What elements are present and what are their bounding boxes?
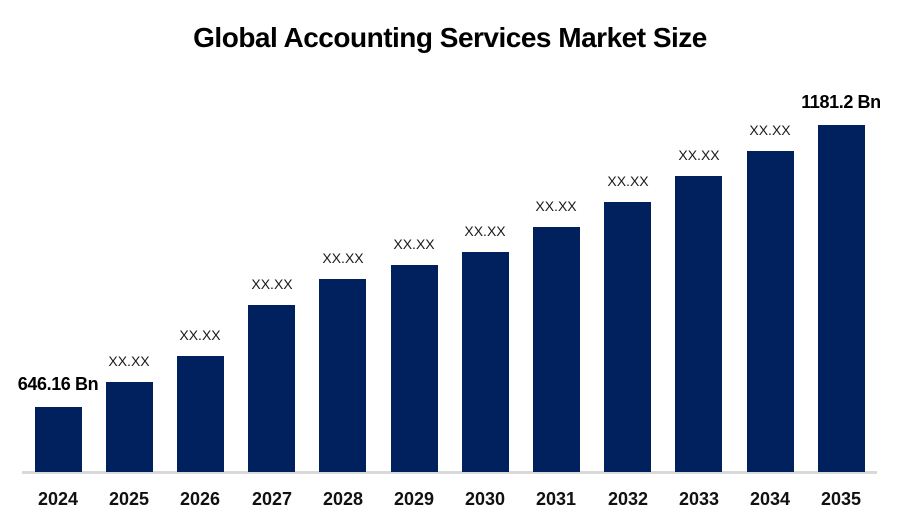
bar-2027 bbox=[248, 305, 295, 472]
bar-2024 bbox=[35, 407, 82, 472]
bar-value-label-2029: XX.XX bbox=[393, 236, 435, 252]
bar-2032 bbox=[604, 202, 651, 472]
x-tick-label-2031: 2031 bbox=[535, 489, 577, 509]
bar-2031 bbox=[533, 227, 580, 472]
x-axis-line bbox=[22, 471, 877, 474]
x-tick-label-2035: 2035 bbox=[820, 489, 862, 509]
bar-value-label-2024: 646.16 Bn bbox=[17, 374, 99, 394]
bar-value-label-2031: XX.XX bbox=[535, 198, 577, 214]
x-tick-label-2027: 2027 bbox=[251, 489, 293, 509]
x-tick-label-2029: 2029 bbox=[393, 489, 435, 509]
bar-value-label-2027: XX.XX bbox=[251, 276, 293, 292]
bar-2034 bbox=[747, 151, 794, 472]
x-tick-label-2025: 2025 bbox=[108, 489, 150, 509]
bar-2035 bbox=[818, 125, 865, 472]
bar-2029 bbox=[391, 265, 438, 472]
bar-value-label-2033: XX.XX bbox=[678, 147, 720, 163]
x-tick-label-2028: 2028 bbox=[322, 489, 364, 509]
bar-2033 bbox=[675, 176, 722, 472]
bar-2028 bbox=[319, 279, 366, 472]
bar-value-label-2032: XX.XX bbox=[607, 173, 649, 189]
bar-value-label-2026: XX.XX bbox=[179, 327, 221, 343]
bar-value-label-2028: XX.XX bbox=[322, 250, 364, 266]
bar-2030 bbox=[462, 252, 509, 472]
bar-value-label-2034: XX.XX bbox=[749, 122, 791, 138]
bar-value-label-2035: 1181.2 Bn bbox=[801, 92, 881, 112]
bar-value-label-2030: XX.XX bbox=[464, 223, 506, 239]
x-tick-label-2026: 2026 bbox=[179, 489, 221, 509]
bar-2025 bbox=[106, 382, 153, 472]
x-tick-label-2024: 2024 bbox=[37, 489, 79, 509]
bar-2026 bbox=[177, 356, 224, 472]
x-tick-label-2034: 2034 bbox=[749, 489, 791, 509]
chart-title: Global Accounting Services Market Size bbox=[193, 22, 707, 53]
x-tick-label-2032: 2032 bbox=[607, 489, 649, 509]
bar-value-label-2025: XX.XX bbox=[108, 353, 150, 369]
x-tick-label-2033: 2033 bbox=[678, 489, 720, 509]
x-tick-label-2030: 2030 bbox=[464, 489, 506, 509]
